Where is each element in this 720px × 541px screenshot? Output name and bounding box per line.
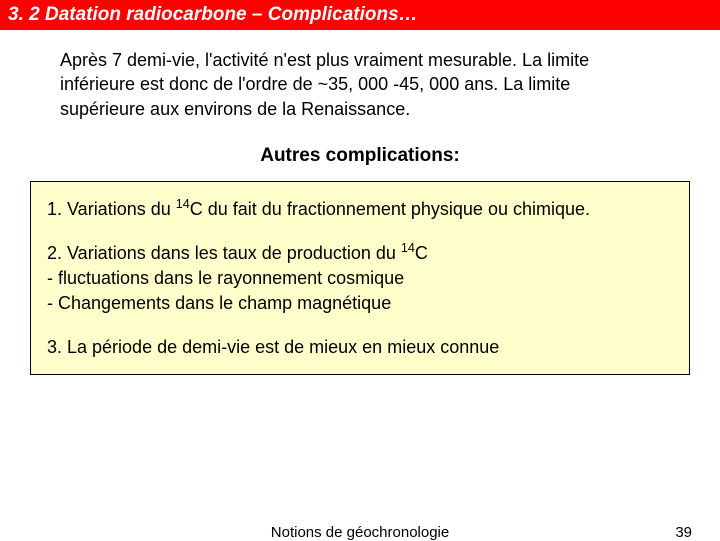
intro-text: Après 7 demi-vie, l'activité n'est plus … (60, 50, 589, 119)
item-subline: - fluctuations dans le rayonnement cosmi… (47, 268, 404, 288)
item-text-suffix: C du fait du fractionnement physique ou … (190, 199, 590, 219)
list-item: 2. Variations dans les taux de productio… (47, 240, 673, 317)
item-text-prefix: 1. Variations du (47, 199, 176, 219)
slide-title: 3. 2 Datation radiocarbone – Complicatio… (8, 4, 418, 25)
list-item: 3. La période de demi-vie est de mieux e… (47, 335, 673, 360)
item-subline: - Changements dans le champ magnétique (47, 293, 391, 313)
item-text-suffix: C (415, 243, 428, 263)
footer-caption: Notions de géochronologie (271, 524, 449, 541)
intro-paragraph: Après 7 demi-vie, l'activité n'est plus … (0, 30, 720, 121)
item-text-prefix: 2. Variations dans les taux de productio… (47, 243, 401, 263)
list-item: 1. Variations du 14C du fait du fraction… (47, 196, 673, 222)
item-text-prefix: 3. La période de demi-vie est de mieux e… (47, 337, 499, 357)
complications-box: 1. Variations du 14C du fait du fraction… (30, 181, 690, 375)
section-subtitle: Autres complications: (0, 145, 720, 167)
superscript: 14 (401, 241, 415, 255)
page-number: 39 (675, 524, 692, 541)
slide-header: 3. 2 Datation radiocarbone – Complicatio… (0, 0, 720, 30)
superscript: 14 (176, 197, 190, 211)
